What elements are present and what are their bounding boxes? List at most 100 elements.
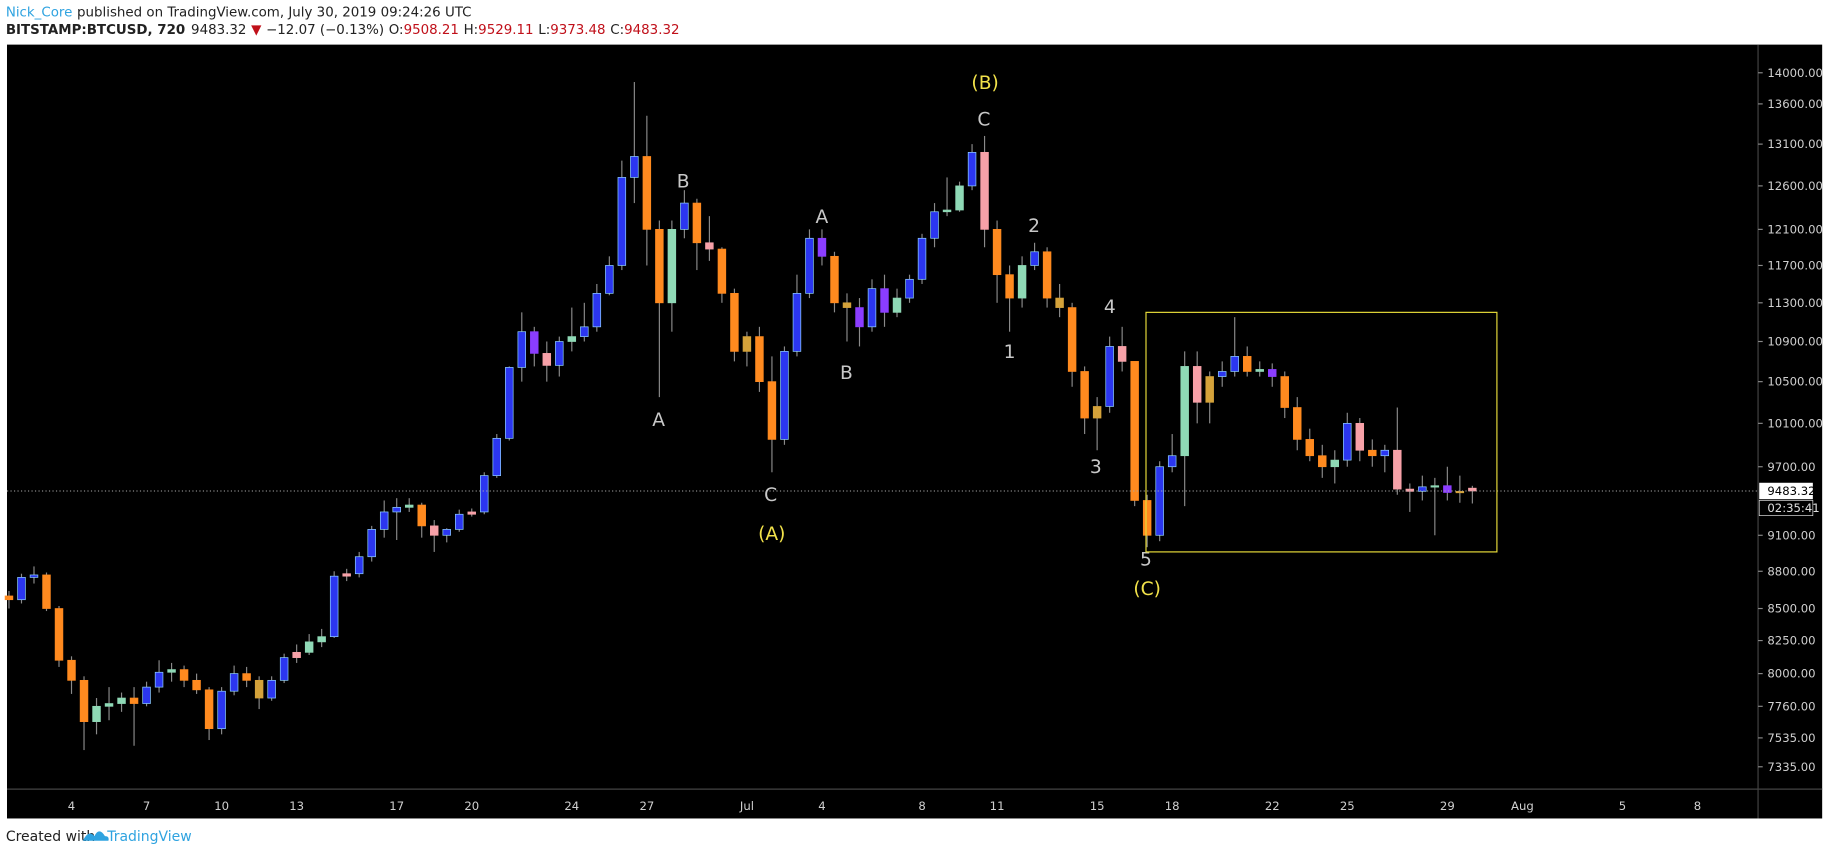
- candle-body: [505, 367, 514, 439]
- created-with: Created with: [6, 829, 95, 845]
- last-price: 9483.32: [191, 23, 246, 38]
- candle-body: [717, 248, 727, 294]
- candle-body: [955, 185, 964, 211]
- candle-body: [29, 574, 39, 578]
- x-tick-label: 4: [818, 799, 825, 813]
- x-tick-label: 8: [918, 799, 925, 813]
- candle-body: [1055, 297, 1064, 308]
- x-tick-label: 8: [1694, 799, 1701, 813]
- candle-body: [379, 511, 389, 530]
- candle-body: [967, 151, 977, 187]
- y-tick-label: 7760.00: [1767, 699, 1815, 713]
- candle-body: [404, 504, 414, 508]
- range-box: [1145, 311, 1498, 553]
- candle-body: [229, 673, 239, 692]
- brand-logo: [82, 831, 109, 841]
- candle-body: [1080, 371, 1089, 419]
- wave-label: (C): [1133, 579, 1161, 600]
- candle-body: [655, 229, 664, 304]
- candle-body: [1030, 251, 1039, 266]
- candle-body: [667, 229, 677, 304]
- x-tick-label: Aug: [1511, 799, 1534, 813]
- candle-body: [1380, 449, 1390, 457]
- change: −12.07 (−0.13%): [266, 23, 384, 38]
- candle-body: [917, 237, 927, 280]
- candle-body: [1142, 500, 1152, 536]
- published: published on TradingView.com, July 30, 2…: [77, 5, 471, 20]
- candle-body: [892, 297, 902, 313]
- last-price-label: 9483.32: [1767, 484, 1815, 498]
- candle-body: [329, 575, 339, 638]
- wave-label: 5: [1140, 550, 1152, 571]
- countdown-label: 02:35:41: [1767, 501, 1819, 515]
- x-tick-label: 10: [214, 799, 229, 813]
- candle-body: [1280, 376, 1289, 408]
- candle-body: [680, 202, 689, 230]
- candle-body: [642, 156, 652, 230]
- x-tick-label: 17: [389, 799, 404, 813]
- author[interactable]: Nick_Core: [6, 5, 73, 20]
- candle-body: [254, 679, 264, 699]
- x-tick-label: 20: [464, 799, 479, 813]
- y-tick-label: 12100.00: [1767, 222, 1823, 236]
- candle-body: [129, 697, 139, 704]
- y-tick-label: 12600.00: [1767, 179, 1823, 193]
- candle-body: [4, 595, 14, 601]
- candle-body: [742, 336, 752, 352]
- wave-label: (B): [971, 73, 998, 94]
- y-tick-label: 13100.00: [1767, 137, 1823, 151]
- last-price-box: [1759, 482, 1813, 500]
- c-label: C:: [610, 23, 624, 38]
- y-tick-label: 13600.00: [1767, 97, 1823, 111]
- candle-body: [267, 679, 276, 699]
- candle-body: [780, 351, 789, 440]
- candle-body: [1117, 346, 1127, 362]
- candle-body: [880, 288, 889, 313]
- candle-body: [1330, 459, 1340, 468]
- y-tick-label: 8800.00: [1767, 564, 1815, 578]
- o-value: 9508.21: [404, 23, 459, 38]
- y-tick-label: 11300.00: [1767, 296, 1823, 310]
- candle-body: [42, 574, 51, 609]
- y-tick-label: 10500.00: [1767, 375, 1823, 389]
- publish-line: Nick_Core published on TradingView.com, J…: [6, 5, 472, 20]
- candle-body: [1230, 356, 1239, 372]
- candle-body: [980, 151, 989, 230]
- x-tick-label: 7: [143, 799, 150, 813]
- candle-body: [1042, 251, 1052, 299]
- symbol: BITSTAMP:BTCUSD, 720: [6, 23, 185, 38]
- candle-body: [392, 506, 401, 513]
- x-tick-label: Jul: [739, 799, 754, 813]
- x-tick-label: 27: [639, 799, 654, 813]
- y-tick-label: 9700.00: [1767, 460, 1815, 474]
- candle-body: [1355, 422, 1365, 451]
- l-value: 9373.48: [550, 23, 605, 38]
- candle-body: [1430, 485, 1440, 488]
- candle-body: [992, 229, 1002, 276]
- brand[interactable]: TradingView: [106, 829, 191, 845]
- candle-body: [930, 211, 939, 239]
- l-label: L:: [538, 23, 550, 38]
- y-tick-label: 7535.00: [1767, 731, 1815, 745]
- candle-body: [117, 697, 126, 704]
- candle-body: [17, 577, 26, 601]
- wave-label: 3: [1090, 457, 1102, 478]
- candle-body: [1393, 449, 1402, 490]
- candle-body: [1092, 406, 1102, 419]
- candle-body: [242, 673, 251, 681]
- candle-body: [1017, 265, 1027, 299]
- x-tick-label: 22: [1265, 799, 1280, 813]
- x-tick-label: 11: [990, 799, 1005, 813]
- y-tick-label: 8500.00: [1767, 602, 1815, 616]
- candle-body: [430, 525, 439, 536]
- candle-body: [317, 636, 326, 643]
- candle-body: [142, 686, 151, 704]
- candle-body: [1305, 439, 1314, 457]
- candle-body: [367, 529, 376, 558]
- wave-label: A: [816, 207, 829, 228]
- candle-body: [842, 302, 852, 308]
- candle-body: [354, 556, 364, 575]
- candle-body: [867, 288, 877, 328]
- y-tick-label: 8250.00: [1767, 634, 1815, 648]
- candle-body: [104, 703, 114, 707]
